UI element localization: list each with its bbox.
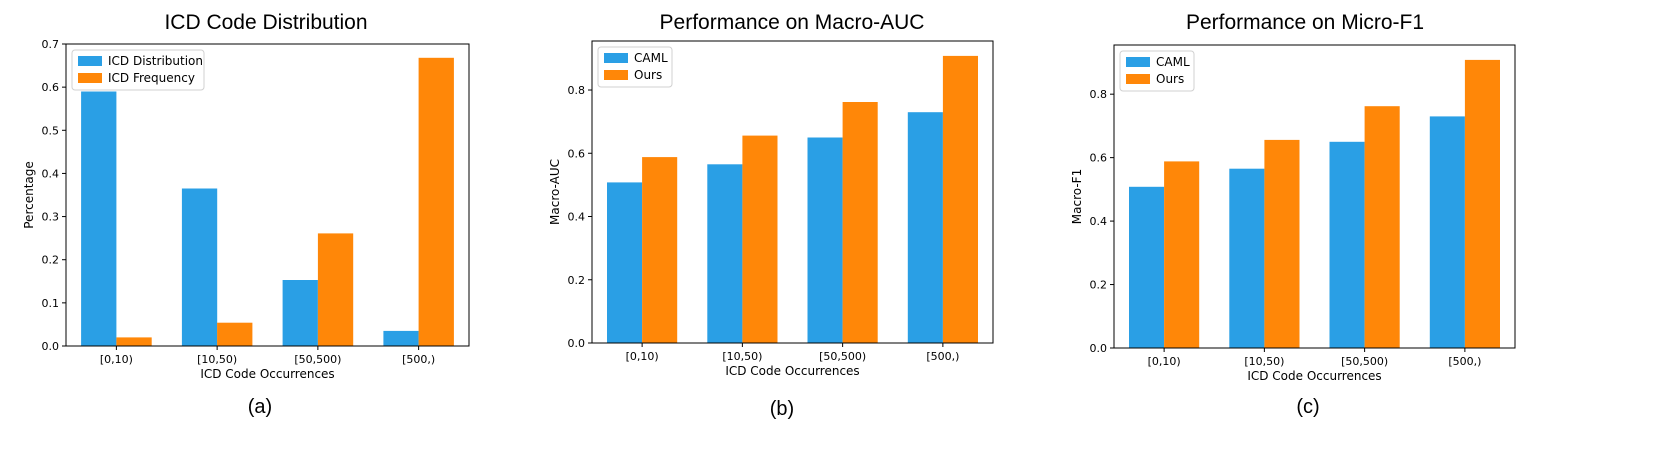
chart-title: Performance on Macro-AUC (659, 11, 925, 34)
y-tick-label: 0.1 (42, 297, 60, 310)
bar-series1 (383, 330, 419, 346)
y-tick-label: 0.3 (42, 211, 60, 224)
legend-swatch (78, 73, 102, 83)
x-tick-label: [500,) (926, 350, 959, 363)
bar-series1 (1129, 186, 1165, 348)
bar-series2 (217, 322, 253, 346)
chart-title: Performance on Micro-F1 (1185, 11, 1425, 34)
bar-series1 (907, 112, 943, 343)
bar-series2 (116, 337, 152, 346)
bar-series2 (642, 157, 678, 343)
y-tick-label: 0.4 (568, 211, 586, 224)
y-tick-label: 0.5 (42, 124, 60, 137)
panel-caption: (b) (769, 398, 795, 420)
panel-caption: (c) (1296, 396, 1320, 418)
y-tick-label: 0.0 (1090, 342, 1108, 355)
bar-series2 (1164, 161, 1200, 348)
y-tick-label: 0.7 (42, 38, 60, 51)
x-tick-label: [500,) (402, 353, 435, 366)
x-tick-label: [50,500) (1341, 355, 1388, 368)
x-tick-label: [10,50) (722, 350, 762, 363)
y-tick-label: 0.4 (42, 167, 60, 180)
bar-series1 (282, 280, 318, 346)
y-tick-label: 0.4 (1090, 215, 1108, 228)
y-tick-label: 0.6 (42, 81, 60, 94)
x-tick-label: [10,50) (197, 353, 237, 366)
plot-frame (65, 43, 470, 347)
bar-series2 (317, 233, 354, 346)
bar-series1 (1229, 168, 1265, 348)
chart-panel-b: Performance on Macro-AUC 0.0 0.2 0.4 0.6 0.8… (540, 0, 1080, 464)
x-tick-label: [500,) (1448, 355, 1481, 368)
legend-swatch (604, 70, 628, 80)
bar-series2 (742, 135, 778, 343)
y-tick-label: 0.6 (1090, 152, 1108, 165)
bar-series2 (1464, 59, 1500, 349)
y-tick-label: 0.0 (42, 340, 60, 353)
y-axis-label: Macro-F1 (1070, 169, 1084, 224)
legend-label: CAML (634, 51, 668, 65)
y-tick-label: 0.2 (42, 254, 60, 267)
y-tick-label: 0.8 (568, 84, 586, 97)
y-tick-label: 0.0 (568, 337, 586, 350)
legend-label: Ours (1156, 72, 1184, 86)
chart-panel-a: ICD Code Distribution 0.0 0.1 0.2 0.3 0.4 0.5… (0, 0, 540, 464)
plot-frame (591, 40, 994, 344)
x-tick-label: [0,10) (100, 353, 133, 366)
bar-series1 (181, 188, 218, 346)
y-tick-label: 0.2 (568, 274, 586, 287)
x-axis-label: ICD Code Occurrences (200, 367, 334, 381)
x-tick-label: [0,10) (626, 350, 659, 363)
y-tick-label: 0.8 (1090, 88, 1108, 101)
x-tick-label: [50,500) (819, 350, 866, 363)
x-tick-label: [10,50) (1244, 355, 1284, 368)
chart-panel-c: Performance on Micro-F1 0.0 0.2 0.4 0.6 0.8 [… (1070, 0, 1661, 464)
bar-series1 (81, 91, 117, 346)
bar-series2 (942, 55, 978, 344)
y-axis-label: Macro-AUC (548, 159, 562, 225)
y-tick-label: 0.2 (1090, 279, 1108, 292)
x-axis-label: ICD Code Occurrences (1247, 369, 1381, 383)
bar-series1 (1329, 141, 1365, 348)
legend-box (71, 49, 205, 91)
y-tick-label: 0.6 (568, 147, 586, 160)
bar-series2 (1264, 139, 1300, 348)
bar-series1 (1429, 116, 1465, 349)
legend-label: Ours (634, 68, 662, 82)
y-axis-label: Percentage (22, 161, 36, 229)
bar-series2 (418, 57, 454, 347)
bar-series1 (807, 137, 843, 343)
legend-swatch (604, 53, 628, 63)
bar-series1 (707, 164, 743, 343)
legend-label: ICD Frequency (108, 71, 195, 85)
legend-swatch (1126, 74, 1150, 84)
bar-chart-c: 0.0 0.2 0.4 0.6 0.8 [0,10) [10,50) [50,500) [500… (1070, 44, 1516, 383)
legend-label: ICD Distribution (108, 54, 203, 68)
panel-caption: (a) (247, 396, 273, 418)
bar-series2 (842, 102, 878, 343)
bar-chart-b: 0.0 0.2 0.4 0.6 0.8 [0,10) [10,50) [50,500) [500… (548, 40, 994, 378)
x-axis-label: ICD Code Occurrences (725, 364, 859, 378)
plot-frame (1113, 44, 1516, 349)
legend-swatch (1126, 57, 1150, 67)
bar-chart-a: 0.0 0.1 0.2 0.3 0.4 0.5 0.6 0.7 [0,10) [10,50) [50… (22, 38, 470, 381)
legend-label: CAML (1156, 55, 1190, 69)
x-tick-label: [0,10) (1148, 355, 1181, 368)
bar-series2 (1364, 106, 1400, 348)
legend-swatch (78, 56, 102, 66)
chart-title: ICD Code Distribution (164, 11, 368, 34)
bar-series1 (607, 182, 643, 343)
x-tick-label: [50,500) (294, 353, 341, 366)
